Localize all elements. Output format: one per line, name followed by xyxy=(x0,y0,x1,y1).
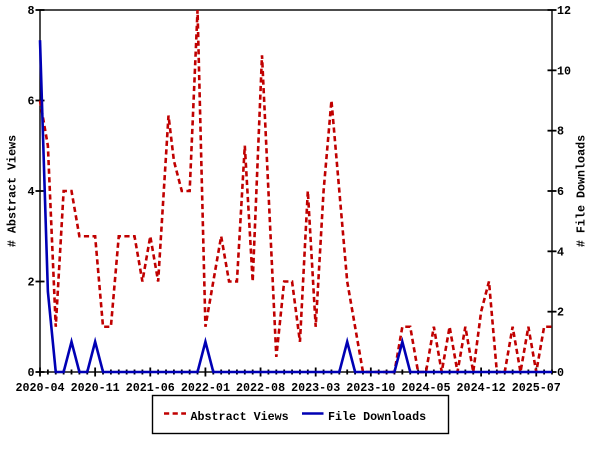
svg-text:12: 12 xyxy=(557,4,571,18)
svg-text:2023-03: 2023-03 xyxy=(291,381,340,395)
svg-text:2024-05: 2024-05 xyxy=(401,381,450,395)
svg-text:2022-01: 2022-01 xyxy=(181,381,230,395)
svg-text:8: 8 xyxy=(27,4,34,18)
svg-text:8: 8 xyxy=(557,125,564,139)
svg-text:4: 4 xyxy=(557,245,564,259)
svg-text:10: 10 xyxy=(557,64,571,78)
svg-text:2025-07: 2025-07 xyxy=(512,381,561,395)
svg-text:2022-08: 2022-08 xyxy=(236,381,285,395)
svg-text:2024-12: 2024-12 xyxy=(457,381,506,395)
svg-text:4: 4 xyxy=(27,185,34,199)
svg-text:File Downloads: File Downloads xyxy=(328,410,426,424)
svg-text:0: 0 xyxy=(27,366,34,380)
svg-text:6: 6 xyxy=(557,185,564,199)
svg-text:0: 0 xyxy=(557,366,564,380)
svg-text:2020-04: 2020-04 xyxy=(15,381,64,395)
svg-text:# Abstract Views: # Abstract Views xyxy=(6,135,20,247)
svg-text:2: 2 xyxy=(27,276,34,290)
svg-text:2: 2 xyxy=(557,306,564,320)
svg-text:2020-11: 2020-11 xyxy=(71,381,120,395)
svg-text:# File Downloads: # File Downloads xyxy=(575,135,589,247)
svg-text:6: 6 xyxy=(27,95,34,109)
svg-text:2021-06: 2021-06 xyxy=(126,381,175,395)
svg-text:2023-10: 2023-10 xyxy=(346,381,395,395)
svg-text:Abstract Views: Abstract Views xyxy=(191,410,289,424)
